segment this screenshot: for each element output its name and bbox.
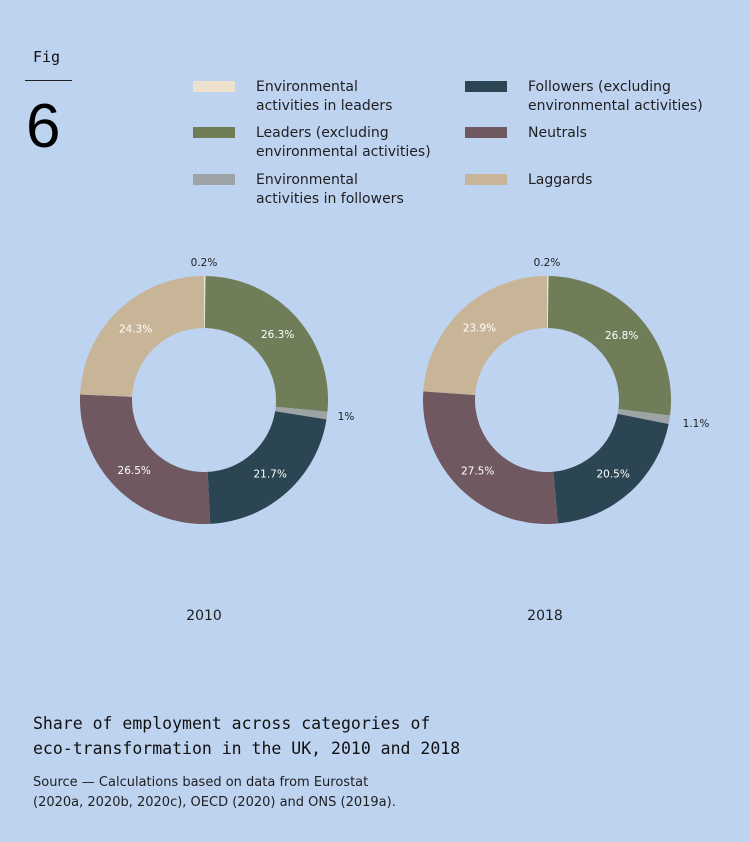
slice-data-label: 26.5%	[118, 465, 151, 477]
chart-year-label: 2018	[527, 608, 563, 624]
legend-swatch	[193, 174, 235, 185]
legend-swatch	[465, 127, 507, 138]
legend-label: Environmental activities in leaders	[256, 79, 393, 114]
donut-slice	[204, 276, 206, 329]
caption-title: Share of employment across categories of…	[33, 714, 461, 758]
donut-slice	[79, 394, 211, 524]
donut-slice	[204, 276, 328, 412]
slice-data-label: 26.8%	[605, 330, 638, 342]
slice-data-label: 24.3%	[119, 323, 152, 335]
slice-data-label: 20.5%	[596, 469, 629, 481]
donut-slice	[275, 406, 328, 420]
slice-data-label: 23.9%	[463, 323, 496, 335]
slice-data-label: 27.5%	[461, 466, 494, 478]
legend-label: Laggards	[528, 172, 593, 188]
slice-data-label: 1%	[338, 411, 355, 423]
donut-slice	[617, 409, 671, 425]
legend-label: Environmental activities in followers	[256, 172, 404, 207]
figure-label: Fig	[33, 48, 61, 66]
slice-data-label: 26.3%	[261, 329, 294, 341]
slice-data-label: 0.2%	[534, 257, 561, 269]
legend-swatch	[193, 81, 235, 92]
figure-rule	[25, 80, 72, 81]
donut-slice	[80, 276, 204, 397]
donut-slice	[422, 391, 558, 524]
donut-slice	[547, 276, 672, 416]
legend-swatch	[465, 81, 507, 92]
figure-number: 6	[26, 92, 61, 161]
slice-data-label: 1.1%	[683, 418, 710, 430]
donut-slice	[207, 411, 327, 524]
legend-label: Followers (excluding environmental activ…	[528, 79, 703, 114]
legend-swatch	[465, 174, 507, 185]
legend-label: Leaders (excluding environmental activit…	[256, 125, 431, 160]
legend-swatch	[193, 127, 235, 138]
chart-year-label: 2010	[186, 608, 222, 624]
donut-slice	[553, 413, 669, 524]
donut-slice	[547, 276, 549, 329]
donut-charts: 0.2% 26.3% 1% 21.7% 26.5% 24.3% 2010 0.2% 26.8% 1…	[79, 257, 710, 624]
legend-label: Neutrals	[528, 125, 587, 141]
caption-source: Source — Calculations based on data from…	[33, 775, 396, 810]
slice-data-label: 21.7%	[253, 469, 286, 481]
donut-slice	[423, 276, 547, 396]
slice-data-label: 0.2%	[191, 257, 218, 269]
